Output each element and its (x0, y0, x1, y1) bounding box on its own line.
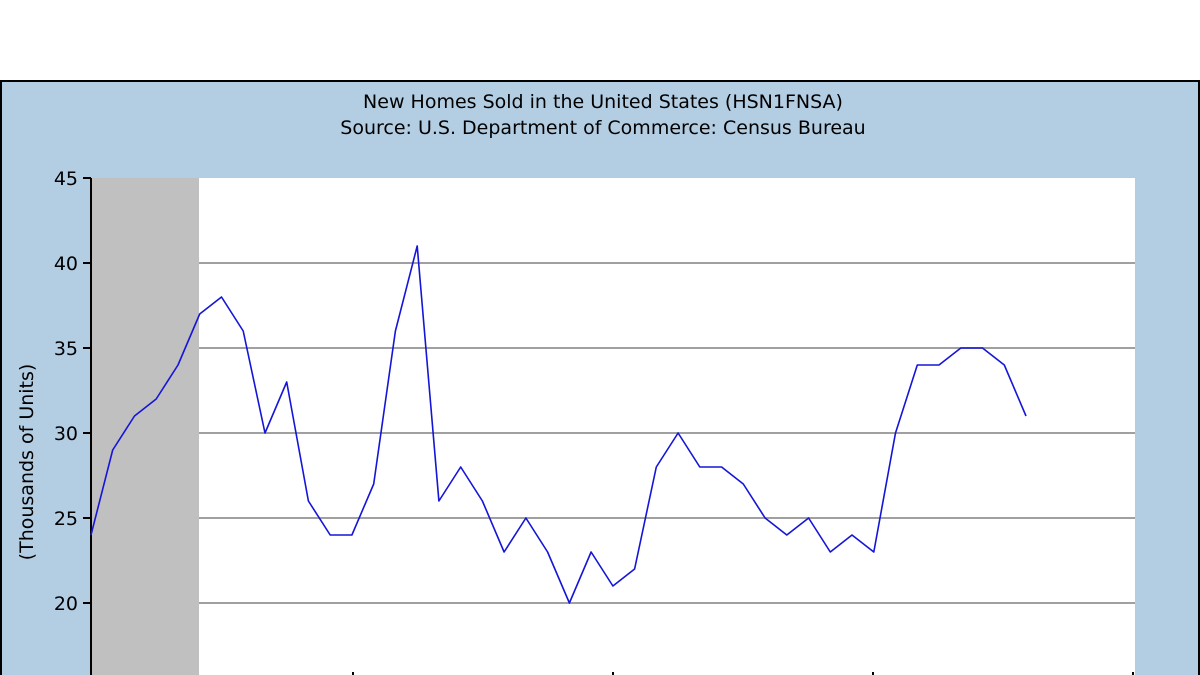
recession-shading (91, 178, 199, 675)
x-axis-ticks (352, 672, 1134, 675)
y-tick-label-35: 35 (54, 338, 78, 360)
chart-frame: New Homes Sold in the United States (HSN… (0, 80, 1200, 675)
plot-area (91, 178, 1135, 675)
series-layer (90, 245, 1027, 604)
y-tick-label-20: 20 (54, 593, 78, 615)
y-tick-label-30: 30 (54, 423, 78, 445)
y-tick-label-40: 40 (54, 253, 78, 275)
chart-subtitle: Source: U.S. Department of Commerce: Cen… (340, 117, 865, 139)
y-axis-label: (Thousands of Units) (16, 364, 38, 561)
y-axis: 20 25 30 35 40 45 (54, 168, 92, 675)
grid-lines (199, 262, 1135, 604)
chart-svg: New Homes Sold in the United States (HSN… (0, 80, 1200, 675)
y-tick-label-45: 45 (54, 168, 78, 190)
series-line-1 (90, 245, 1027, 604)
chart-title: New Homes Sold in the United States (HSN… (363, 91, 843, 113)
y-tick-label-25: 25 (54, 508, 78, 530)
